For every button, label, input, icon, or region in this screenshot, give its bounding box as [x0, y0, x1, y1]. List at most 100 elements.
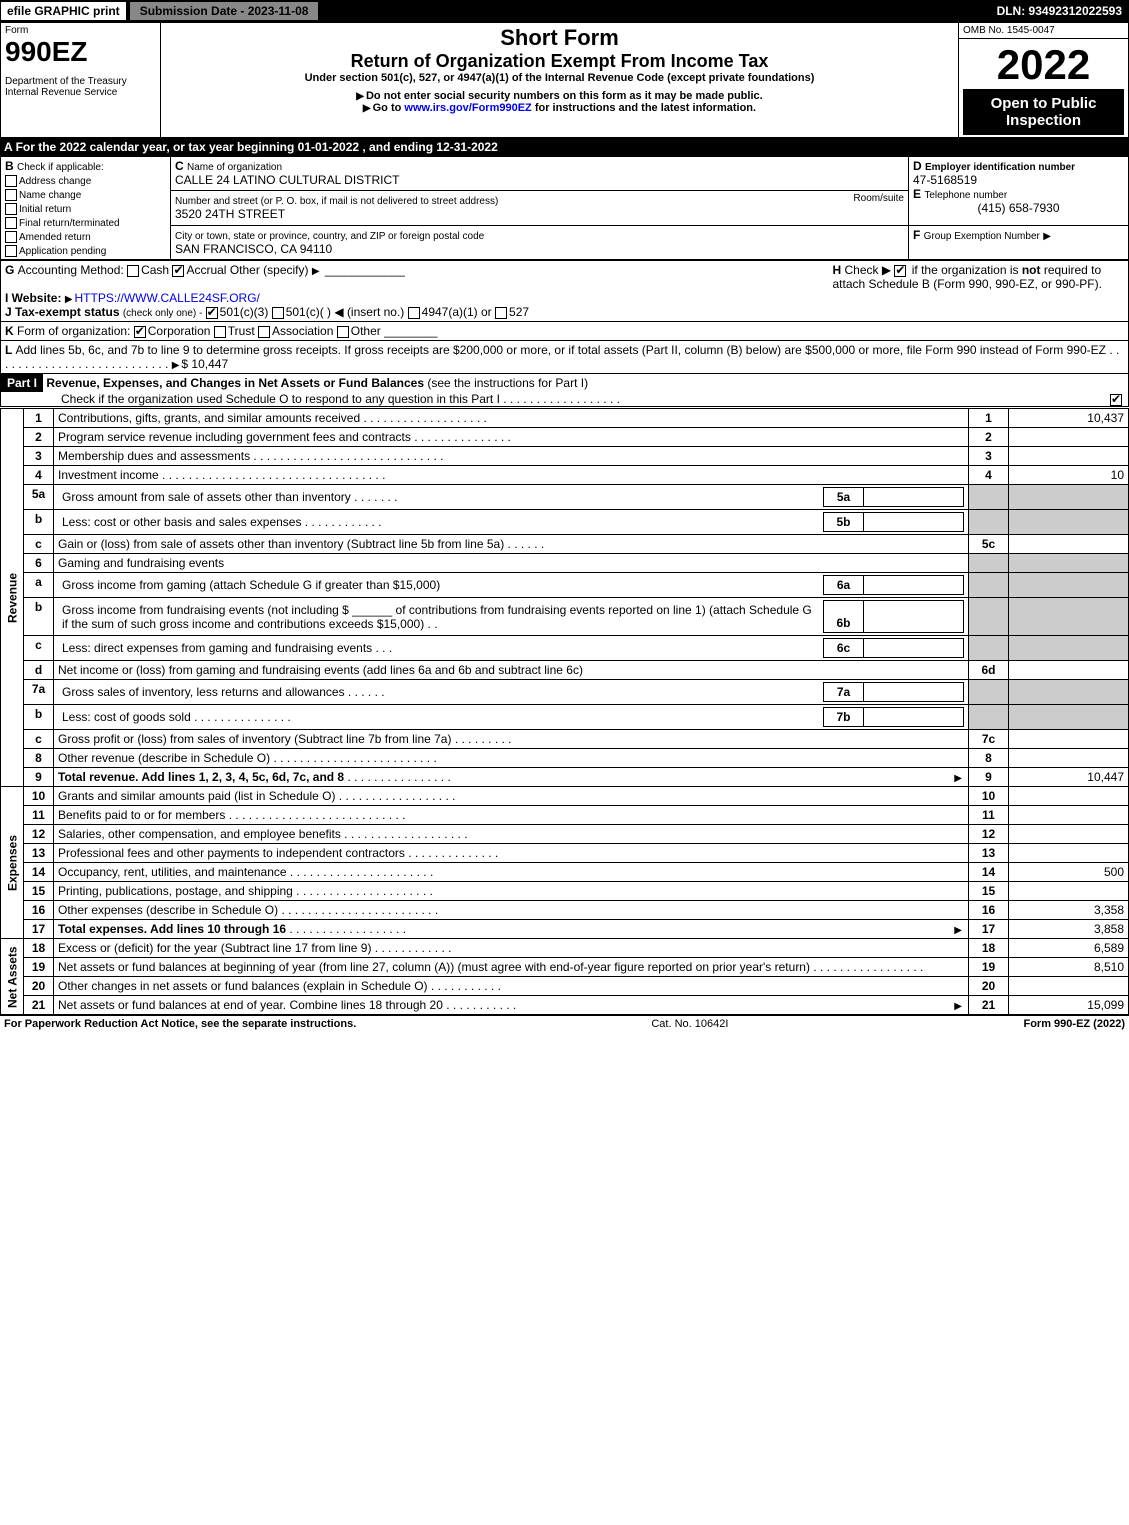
l5c-box: 5c — [969, 535, 1009, 554]
room-label: Room/suite — [853, 193, 904, 204]
opt-addr: Address change — [19, 176, 91, 187]
dept-treasury: Department of the Treasury — [5, 76, 156, 87]
efile-label[interactable]: efile GRAPHIC print — [1, 2, 126, 20]
l6d-desc: Net income or (loss) from gaming and fun… — [54, 661, 969, 680]
l18-num: 18 — [24, 939, 54, 958]
form-number: 990EZ — [5, 36, 156, 68]
l5b-val — [864, 513, 964, 532]
assoc-checkbox[interactable] — [258, 326, 270, 338]
l18-box: 18 — [969, 939, 1009, 958]
cash-label: Cash — [141, 263, 169, 277]
top-bar: efile GRAPHIC print Submission Date - 20… — [0, 0, 1129, 22]
schedO-checkbox[interactable] — [1110, 394, 1122, 406]
opt-final: Final return/terminated — [19, 218, 120, 229]
l4-box: 4 — [969, 466, 1009, 485]
l17-num: 17 — [24, 920, 54, 939]
H-checkbox[interactable] — [894, 265, 906, 277]
H-not: not — [1022, 263, 1041, 277]
arrow-icon — [954, 922, 964, 936]
l3-num: 3 — [24, 447, 54, 466]
l2-num: 2 — [24, 428, 54, 447]
l8-num: 8 — [24, 749, 54, 768]
l10-amt — [1009, 787, 1129, 806]
irs-link[interactable]: www.irs.gov/Form990EZ — [404, 102, 531, 114]
city-value: SAN FRANCISCO, CA 94110 — [175, 242, 332, 256]
l7b-sb: 7b — [824, 708, 864, 727]
other-checkbox[interactable] — [337, 326, 349, 338]
l10-desc: Grants and similar amounts paid (list in… — [58, 789, 335, 803]
note-goto-pre: Go to — [373, 102, 405, 114]
l6d-box: 6d — [969, 661, 1009, 680]
final-return-checkbox[interactable] — [5, 217, 17, 229]
l7b-box — [969, 705, 1009, 730]
l5a-sb: 5a — [824, 488, 864, 507]
l18-desc: Excess or (deficit) for the year (Subtra… — [58, 941, 371, 955]
l5b-num: b — [24, 510, 54, 535]
l21-amt: 15,099 — [1009, 996, 1129, 1015]
irs-label: Internal Revenue Service — [5, 87, 156, 98]
name-change-checkbox[interactable] — [5, 189, 17, 201]
opt-assoc: Association — [272, 324, 333, 338]
G-label: Accounting Method: — [18, 263, 124, 277]
l10-box: 10 — [969, 787, 1009, 806]
501c-checkbox[interactable] — [272, 307, 284, 319]
arrow-icon — [65, 291, 75, 305]
l7b-amt — [1009, 705, 1129, 730]
accrual-checkbox[interactable] — [172, 265, 184, 277]
part1-check-note: Check if the organization used Schedule … — [1, 392, 500, 406]
form-subtitle: Return of Organization Exempt From Incom… — [165, 51, 954, 72]
l20-desc: Other changes in net assets or fund bala… — [58, 979, 428, 993]
l15-num: 15 — [24, 882, 54, 901]
accrual-label: Accrual — [186, 263, 226, 277]
I-label: Website: — [12, 291, 62, 305]
527-checkbox[interactable] — [495, 307, 507, 319]
under-section: Under section 501(c), 527, or 4947(a)(1)… — [165, 72, 954, 84]
l5a-desc: Gross amount from sale of assets other t… — [62, 490, 351, 504]
H-text2: if the organization is — [912, 263, 1022, 277]
H-check: Check ▶ — [845, 263, 892, 277]
l6b-num: b — [24, 598, 54, 636]
amended-return-checkbox[interactable] — [5, 231, 17, 243]
l15-amt — [1009, 882, 1129, 901]
corp-checkbox[interactable] — [134, 326, 146, 338]
l19-amt: 8,510 — [1009, 958, 1129, 977]
initial-return-checkbox[interactable] — [5, 203, 17, 215]
opt-501c3: 501(c)(3) — [220, 305, 269, 319]
addr-change-checkbox[interactable] — [5, 175, 17, 187]
501c3-checkbox[interactable] — [206, 307, 218, 319]
l6d-num: d — [24, 661, 54, 680]
l6d-amt — [1009, 661, 1129, 680]
l17-box: 17 — [969, 920, 1009, 939]
submission-date: Submission Date - 2023-11-08 — [130, 2, 319, 20]
l6b-desc1: Gross income from fundraising events (no… — [62, 603, 349, 617]
part1-title: Revenue, Expenses, and Changes in Net As… — [46, 376, 424, 390]
L-amount: $ 10,447 — [181, 357, 228, 371]
l6-box — [969, 554, 1009, 573]
l7a-box — [969, 680, 1009, 705]
footer-right-form: 990-EZ — [1054, 1018, 1090, 1030]
l13-amt — [1009, 844, 1129, 863]
4947-checkbox[interactable] — [408, 307, 420, 319]
l2-amt — [1009, 428, 1129, 447]
l6b-sb: 6b — [824, 601, 864, 633]
l6c-desc: Less: direct expenses from gaming and fu… — [62, 641, 372, 655]
app-pending-checkbox[interactable] — [5, 245, 17, 257]
other-label: Other (specify) — [230, 263, 309, 277]
l11-num: 11 — [24, 806, 54, 825]
l11-box: 11 — [969, 806, 1009, 825]
trust-checkbox[interactable] — [214, 326, 226, 338]
l6c-box — [969, 636, 1009, 661]
opt-trust: Trust — [228, 324, 255, 338]
cash-checkbox[interactable] — [127, 265, 139, 277]
opt-527: 527 — [509, 305, 529, 319]
l15-desc: Printing, publications, postage, and shi… — [58, 884, 293, 898]
website-link[interactable]: HTTPS://WWW.CALLE24SF.ORG/ — [75, 291, 260, 305]
l6b-amt — [1009, 598, 1129, 636]
l5a-box — [969, 485, 1009, 510]
form-word: Form — [5, 25, 156, 36]
footer-right: Form 990-EZ (2022) — [1023, 1018, 1125, 1030]
l13-box: 13 — [969, 844, 1009, 863]
l7c-amt — [1009, 730, 1129, 749]
l6-desc: Gaming and fundraising events — [54, 554, 969, 573]
l11-desc: Benefits paid to or for members — [58, 808, 225, 822]
